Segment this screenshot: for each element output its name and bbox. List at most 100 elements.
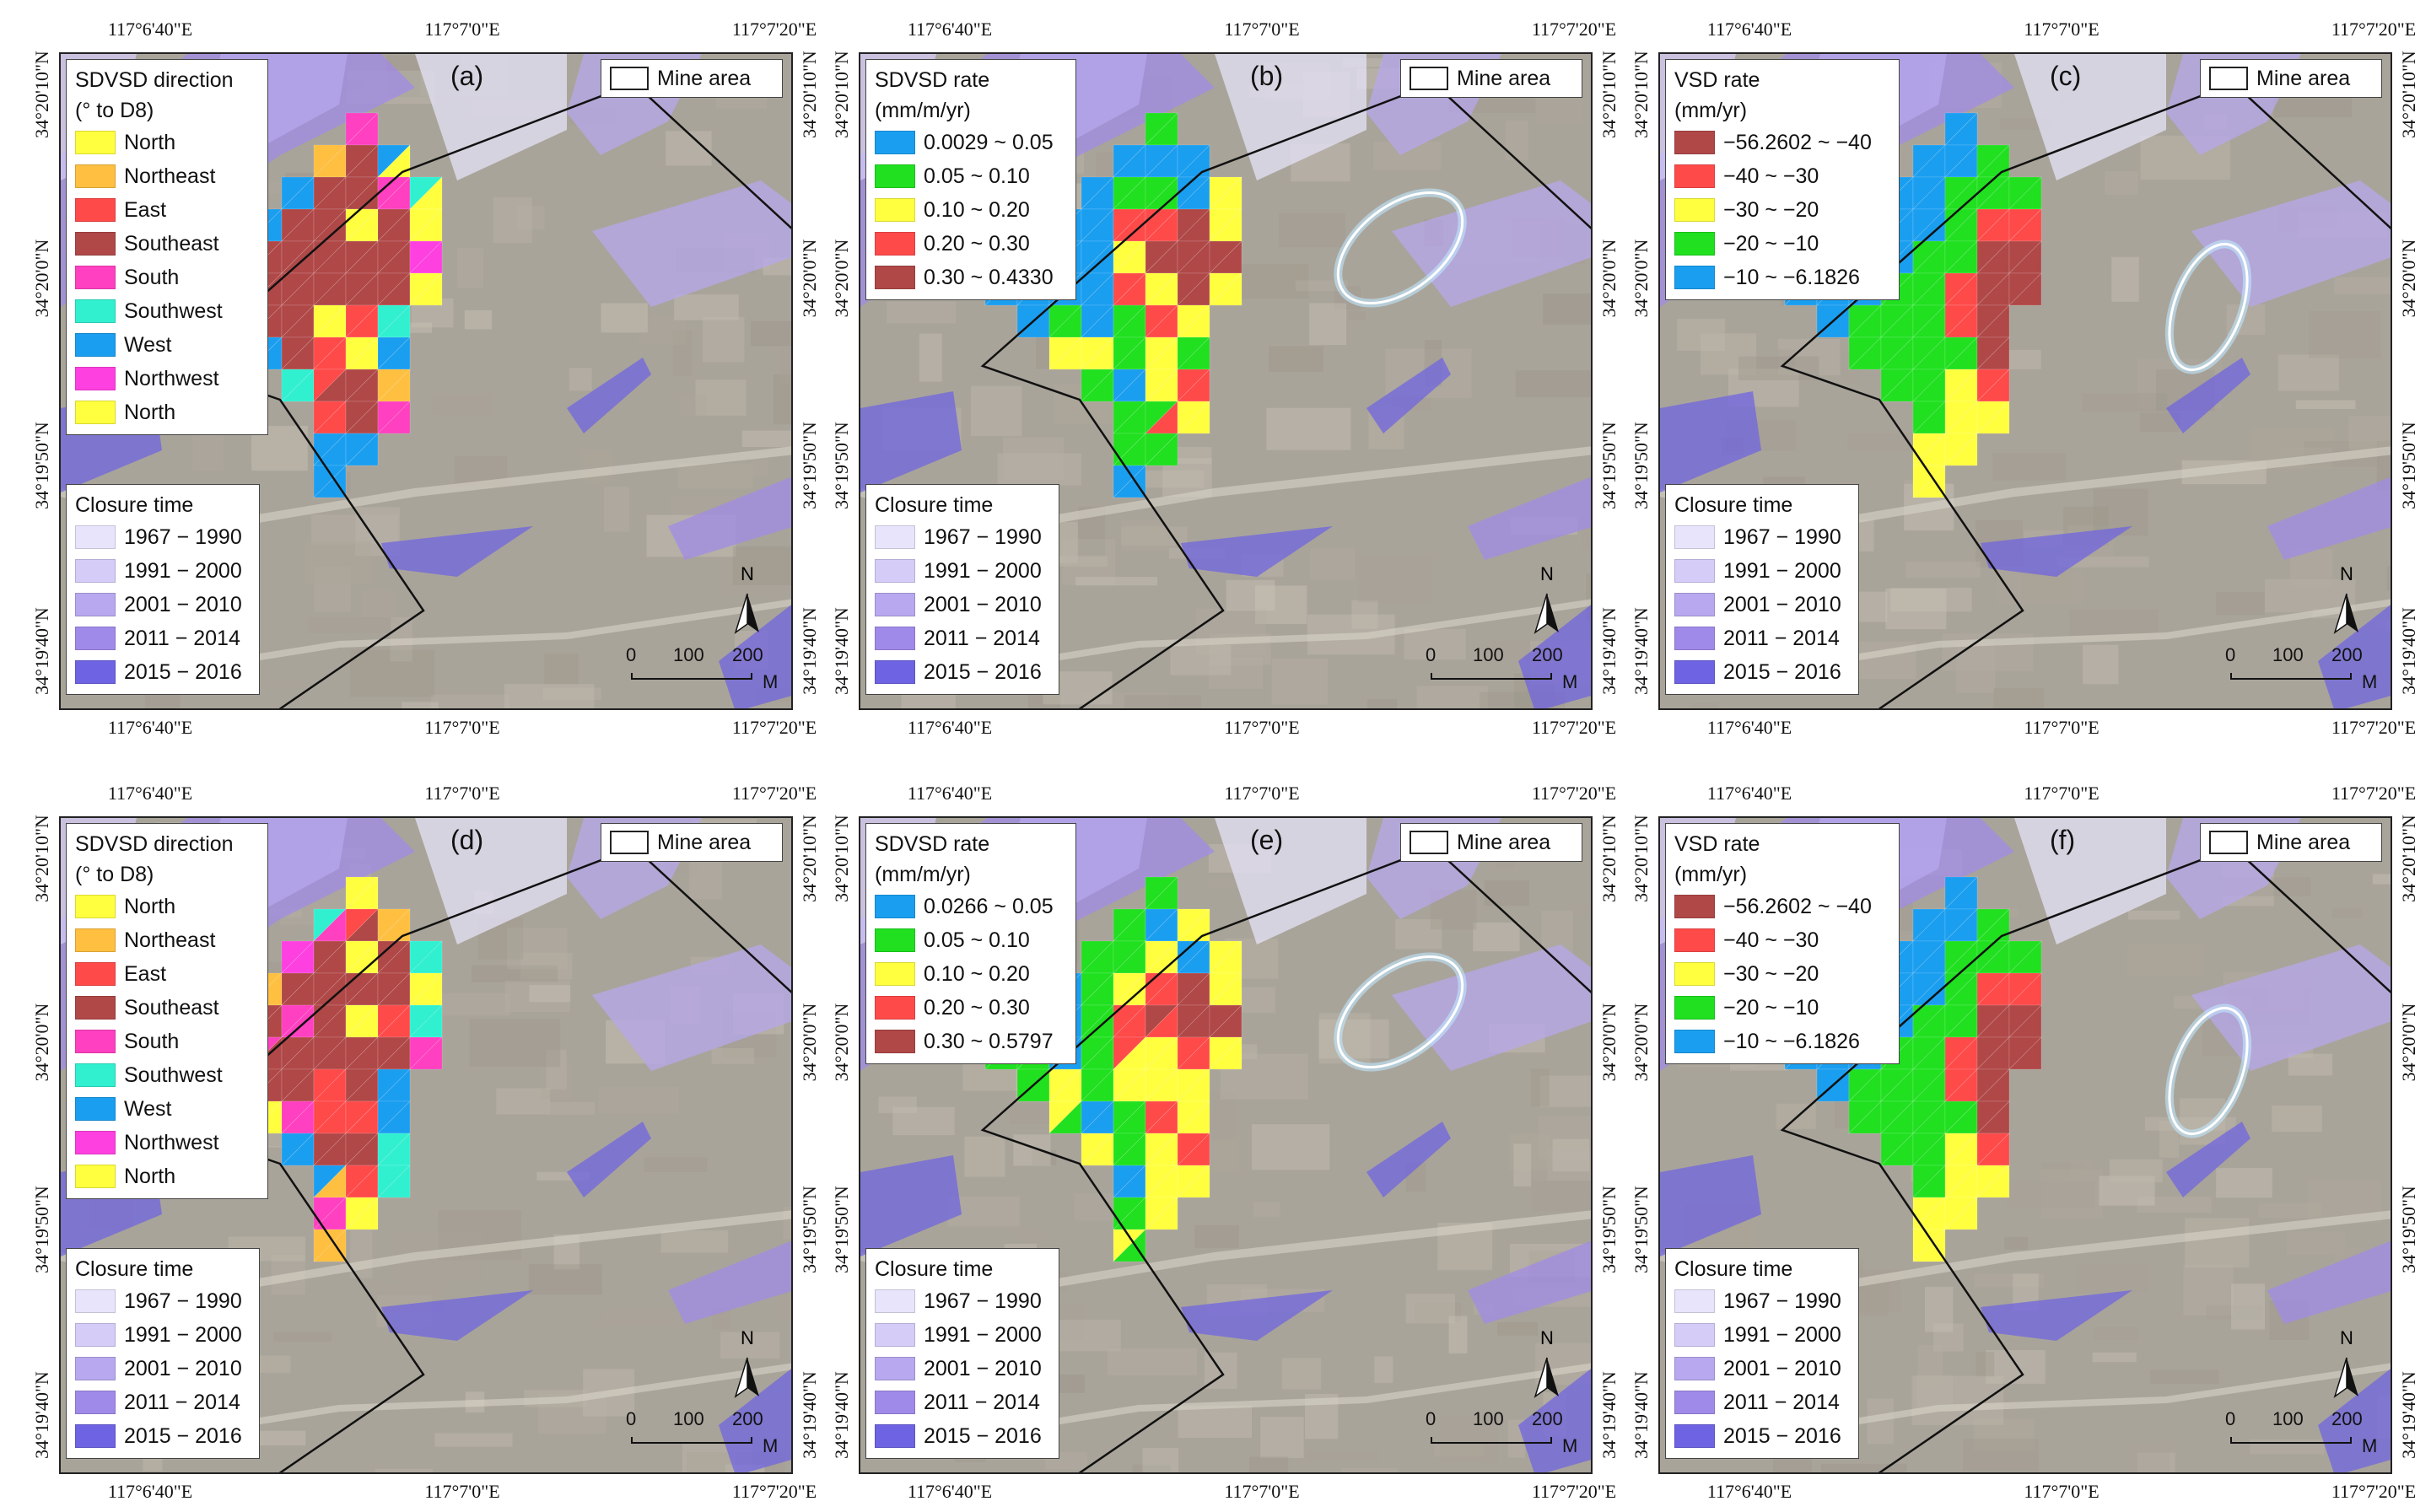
closure-swatch (1674, 660, 1715, 684)
terrain-patch (1416, 686, 1488, 708)
closure-swatch (875, 627, 915, 650)
scale-bar: 0 100 200 M (626, 1408, 788, 1459)
terrain-patch (2070, 1160, 2092, 1201)
terrain-patch (1121, 519, 1169, 552)
legend-label: North (124, 401, 176, 424)
terrain-patch (695, 379, 747, 416)
terrain-patch (2150, 1369, 2219, 1384)
longitude-tick-top: 117°7'0"E (424, 19, 500, 40)
terrain-patch (549, 1101, 595, 1115)
closure-time-item: 1967 − 1990 (1674, 520, 1850, 554)
terrain-patch (362, 590, 395, 623)
highlight-ellipse (1336, 955, 1464, 1069)
closure-zone (2191, 180, 2391, 307)
closure-zone (2318, 1369, 2391, 1472)
terrain-patch (2286, 1231, 2346, 1256)
closure-time-legend: Closure time 1967 − 1990 1991 − 2000 2001 −… (865, 484, 1059, 695)
closure-time-legend: Closure time 1967 − 1990 1991 − 2000 2001 −… (1665, 1248, 1859, 1459)
legend-subtitle: (mm/m/yr) (875, 863, 971, 886)
terrain-patch (1547, 1150, 1591, 1181)
legend-swatch (75, 266, 116, 289)
legend-swatch (75, 1097, 116, 1121)
grid-cell (1944, 433, 1978, 466)
closure-time-title: Closure time (75, 1257, 194, 1281)
closure-time-legend: Closure time 1967 − 1990 1991 − 2000 2001 −… (1665, 484, 1859, 695)
terrain-patch (472, 965, 558, 982)
legend-item: −56.2602 ~ −40 (1674, 126, 1890, 159)
terrain-patch (1540, 1075, 1591, 1107)
terrain-patch (1309, 303, 1347, 346)
latitude-tick-right: 34°19'50"N (799, 422, 820, 509)
latitude-tick-left: 34°20'10"N (831, 815, 852, 902)
legend-swatch (75, 131, 116, 154)
terrain-patch (307, 616, 391, 633)
legend-item: Southwest (75, 1058, 259, 1092)
terrain-patch (751, 320, 791, 347)
panel-tag: (a) (450, 61, 484, 91)
longitude-tick-bottom: 117°6'40"E (1706, 717, 1792, 738)
panel-tag: (e) (1250, 825, 1284, 855)
closure-time-item: 1967 − 1990 (875, 1284, 1050, 1318)
longitude-tick-top: 117°6'40"E (107, 783, 193, 804)
legend-label: Southeast (124, 232, 219, 256)
closure-label: 1991 − 2000 (1723, 1323, 1841, 1347)
grid-cell (313, 465, 347, 498)
latitude-tick-right: 34°19'40"N (1598, 607, 1620, 695)
latitude-tick-right: 34°19'50"N (2398, 422, 2419, 509)
legend-title: SDVSD rate (875, 68, 990, 92)
terrain-patch (1281, 1358, 1322, 1390)
terrain-patch (1434, 1445, 1484, 1457)
closure-label: 2011 − 2014 (924, 627, 1040, 650)
terrain-patch (1347, 310, 1366, 320)
terrain-patch (517, 206, 545, 230)
mine-area-swatch (2209, 67, 2248, 90)
closure-label: 2011 − 2014 (124, 627, 240, 650)
closure-time-item: 1991 − 2000 (875, 554, 1050, 588)
latitude-tick-right: 34°20'10"N (799, 51, 820, 138)
terrain-patch (544, 654, 579, 685)
legend-item: Southeast (75, 991, 259, 1025)
terrain-patch (432, 394, 492, 415)
terrain-patch (2372, 874, 2391, 885)
latitude-tick-right: 34°20'10"N (2398, 51, 2419, 138)
map-panel-d: N 0 100 200 M (d) Mine area SDVSD direction (° t… (59, 816, 793, 1474)
terrain-patch (779, 347, 791, 385)
closure-zone (1981, 526, 2132, 577)
scale-label: 100 (1473, 644, 1504, 665)
legend-subtitle: (mm/yr) (1674, 99, 1748, 122)
closure-time-item: 2001 − 2010 (75, 1352, 251, 1386)
terrain-patch (2334, 277, 2391, 295)
mine-area-swatch (1410, 831, 1448, 854)
legend-label: −20 ~ −10 (1723, 996, 1819, 1020)
terrain-patch (2139, 412, 2180, 433)
terrain-patch (1473, 922, 1520, 952)
terrain-patch (1777, 349, 1796, 368)
terrain-patch (1253, 1202, 1280, 1218)
terrain-patch (2272, 1105, 2322, 1133)
legend-title: SDVSD direction (75, 832, 234, 856)
terrain-patch (434, 1433, 513, 1447)
closure-time-item: 1991 − 2000 (1674, 554, 1850, 588)
terrain-patch (536, 1171, 590, 1181)
closure-zone (1366, 358, 1451, 433)
terrain-patch (1132, 1464, 1171, 1472)
legend-item: 0.05 ~ 0.10 (875, 159, 1067, 193)
closure-zone (1518, 1369, 1591, 1472)
terrain-patch (1508, 1133, 1551, 1170)
terrain-patch (1003, 437, 1064, 480)
longitude-tick-top: 117°6'40"E (1706, 19, 1792, 40)
terrain-patch (1208, 657, 1264, 689)
terrain-patch (1448, 1316, 1468, 1353)
longitude-tick-bottom: 117°7'0"E (2024, 717, 2100, 738)
legend-swatch (75, 401, 116, 424)
latitude-tick-right: 34°19'50"N (799, 1186, 820, 1273)
grid-cell (313, 1229, 347, 1262)
terrain-patch (2082, 393, 2168, 412)
value-legend: SDVSD rate (mm/m/yr) 0.0029 ~ 0.05 0.05 ~ 0… (865, 59, 1076, 300)
panel-tag: (c) (2050, 61, 2082, 91)
latitude-tick-left: 34°20'0"N (31, 239, 52, 318)
latitude-tick-right: 34°19'50"N (2398, 1186, 2419, 1273)
closure-zone (592, 944, 791, 1071)
latitude-tick-left: 34°19'50"N (831, 422, 852, 509)
closure-label: 2015 − 2016 (924, 660, 1042, 684)
